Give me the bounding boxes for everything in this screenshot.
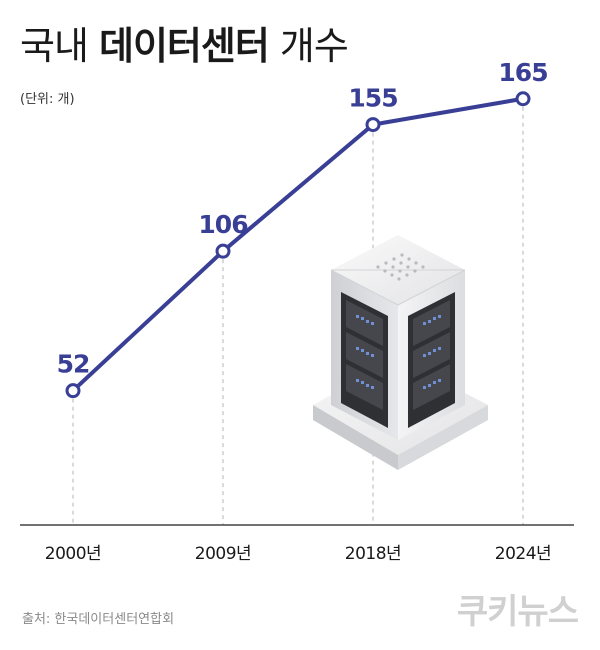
x-tick-label: 2009년 [195, 544, 251, 564]
series-line [71, 96, 525, 393]
value-label: 52 [57, 350, 90, 379]
data-point [65, 383, 81, 399]
x-tick-label: 2000년 [45, 544, 101, 564]
title-part-bold: 데이터센터 [99, 24, 270, 68]
title-part-1: 국내 [20, 24, 89, 68]
title-part-2: 개수 [279, 24, 349, 68]
value-label: 155 [348, 84, 397, 113]
source-note: 출처: 한국데이터센터연합회 [22, 612, 175, 627]
data-point [365, 117, 381, 133]
x-tick-label: 2018년 [345, 544, 401, 564]
data-point [515, 91, 531, 107]
server-tower-icon [313, 235, 488, 470]
unit-label: (단위: 개) [20, 92, 75, 107]
brand-logo: 쿠키뉴스 [456, 592, 579, 632]
data-point [215, 243, 231, 259]
x-tick-label: 2024년 [495, 544, 551, 564]
value-label: 165 [498, 58, 547, 87]
chart-title: 국내 데이터센터 개수 [20, 22, 349, 70]
value-label: 106 [198, 210, 248, 239]
